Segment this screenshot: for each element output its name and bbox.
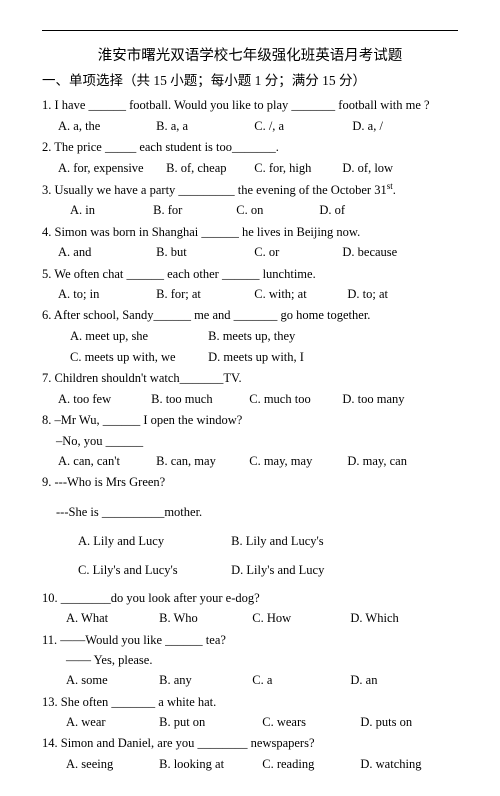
q6-opt-c: C. meets up with, we [70, 348, 205, 367]
q13-opt-b: B. put on [159, 713, 259, 732]
q6-opt-a: A. meet up, she [70, 327, 205, 346]
q2-options: A. for, expensive B. of, cheap C. for, h… [42, 159, 458, 178]
q14-text: 14. Simon and Daniel, are you ________ n… [42, 734, 458, 753]
q1-options: A. a, the B. a, a C. /, a D. a, / [42, 117, 458, 136]
q10-opt-d: D. Which [350, 609, 398, 628]
q3-post: . [393, 183, 396, 197]
q13-opt-d: D. puts on [360, 713, 412, 732]
q8-opt-c: C. may, may [249, 452, 344, 471]
q3-opt-d: D. of [319, 201, 345, 220]
q4-options: A. and B. but C. or D. because [42, 243, 458, 262]
q9-line2: ---She is __________mother. [42, 503, 458, 522]
q8-opt-b: B. can, may [156, 452, 246, 471]
q7-opt-b: B. too much [151, 390, 246, 409]
q4-opt-c: C. or [254, 243, 339, 262]
q3-options: A. in B. for C. on D. of [42, 201, 458, 220]
q9-opt-b: B. Lily and Lucy's [231, 532, 324, 551]
q5-opt-d: D. to; at [347, 285, 388, 304]
q14-opt-d: D. watching [360, 755, 421, 774]
q3-text: 3. Usually we have a party _________ the… [42, 180, 458, 201]
q2-opt-a: A. for, expensive [58, 159, 163, 178]
page-divider [42, 30, 458, 31]
q5-opt-b: B. for; at [156, 285, 251, 304]
q2-opt-b: B. of, cheap [166, 159, 251, 178]
q2-opt-d: D. of, low [342, 159, 393, 178]
q4-opt-d: D. because [342, 243, 397, 262]
q4-opt-b: B. but [156, 243, 251, 262]
q14-opt-b: B. looking at [159, 755, 259, 774]
q5-options: A. to; in B. for; at C. with; at D. to; … [42, 285, 458, 304]
q7-options: A. too few B. too much C. much too D. to… [42, 390, 458, 409]
q6-opt-b: B. meets up, they [208, 327, 295, 346]
q7-opt-a: A. too few [58, 390, 148, 409]
q11-opt-a: A. some [66, 671, 156, 690]
q3-opt-b: B. for [153, 201, 233, 220]
q8-opt-a: A. can, can't [58, 452, 153, 471]
exam-title: 淮安市曙光双语学校七年级强化班英语月考试题 [42, 45, 458, 67]
q13-options: A. wear B. put on C. wears D. puts on [42, 713, 458, 732]
q1-opt-c: C. /, a [254, 117, 349, 136]
q9-opt-a: A. Lily and Lucy [78, 532, 228, 551]
q1-text: 1. I have ______ football. Would you lik… [42, 96, 458, 115]
q11-line2: —— Yes, please. [42, 651, 458, 670]
q5-opt-a: A. to; in [58, 285, 153, 304]
q2-text: 2. The price _____ each student is too__… [42, 138, 458, 157]
q6-text: 6. After school, Sandy______ me and ____… [42, 306, 458, 325]
q6-options-row2: C. meets up with, we D. meets up with, I [42, 348, 458, 367]
q1-opt-d: D. a, / [352, 117, 383, 136]
q4-opt-a: A. and [58, 243, 153, 262]
q11-options: A. some B. any C. a D. an [42, 671, 458, 690]
q3-opt-a: A. in [70, 201, 150, 220]
q3-pre: 3. Usually we have a party _________ the… [42, 183, 387, 197]
section-heading: 一、单项选择（共 15 小题；每小题 1 分；满分 15 分） [42, 71, 458, 92]
q11-opt-d: D. an [350, 671, 377, 690]
q9-opt-d: D. Lily's and Lucy [231, 561, 324, 580]
q9-opt-c: C. Lily's and Lucy's [78, 561, 228, 580]
q1-opt-a: A. a, the [58, 117, 153, 136]
q13-opt-a: A. wear [66, 713, 156, 732]
q10-opt-b: B. Who [159, 609, 249, 628]
q11-opt-c: C. a [252, 671, 347, 690]
q6-opt-d: D. meets up with, I [208, 348, 304, 367]
q9-options-row2: C. Lily's and Lucy's D. Lily's and Lucy [42, 561, 458, 580]
q5-opt-c: C. with; at [254, 285, 344, 304]
q8-options: A. can, can't B. can, may C. may, may D.… [42, 452, 458, 471]
q10-opt-a: A. What [66, 609, 156, 628]
q11-line1: 11. ——Would you like ______ tea? [42, 631, 458, 650]
q10-options: A. What B. Who C. How D. Which [42, 609, 458, 628]
q1-opt-b: B. a, a [156, 117, 251, 136]
q7-opt-c: C. much too [249, 390, 339, 409]
q3-opt-c: C. on [236, 201, 316, 220]
q14-opt-a: A. seeing [66, 755, 156, 774]
q10-opt-c: C. How [252, 609, 347, 628]
q5-text: 5. We often chat ______ each other _____… [42, 265, 458, 284]
q4-text: 4. Simon was born in Shanghai ______ he … [42, 223, 458, 242]
q7-opt-d: D. too many [342, 390, 404, 409]
q8-line2: –No, you ______ [42, 432, 458, 451]
q2-opt-c: C. for, high [254, 159, 339, 178]
q8-opt-d: D. may, can [347, 452, 407, 471]
q14-opt-c: C. reading [262, 755, 357, 774]
q9-options-row1: A. Lily and Lucy B. Lily and Lucy's [42, 532, 458, 551]
q8-line1: 8. –Mr Wu, ______ I open the window? [42, 411, 458, 430]
q9-line1: 9. ---Who is Mrs Green? [42, 473, 458, 492]
q13-text: 13. She often _______ a white hat. [42, 693, 458, 712]
q11-opt-b: B. any [159, 671, 249, 690]
q7-text: 7. Children shouldn't watch_______TV. [42, 369, 458, 388]
q13-opt-c: C. wears [262, 713, 357, 732]
q10-text: 10. ________do you look after your e-dog… [42, 589, 458, 608]
q6-options-row1: A. meet up, she B. meets up, they [42, 327, 458, 346]
q14-options: A. seeing B. looking at C. reading D. wa… [42, 755, 458, 774]
